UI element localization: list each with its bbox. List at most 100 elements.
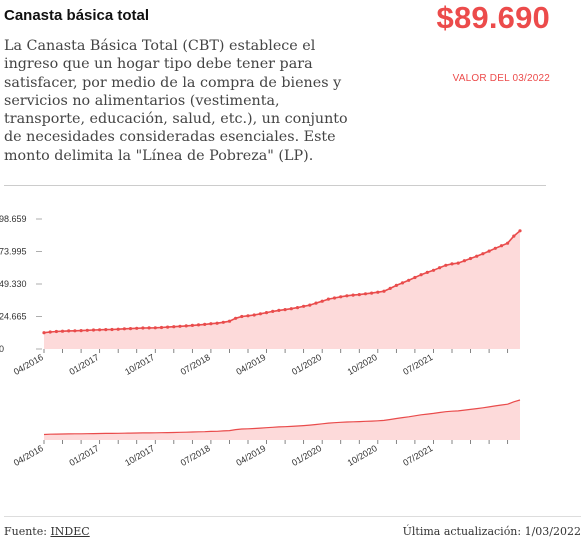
data-point[interactable]: [400, 281, 405, 285]
data-point[interactable]: [302, 304, 306, 308]
data-point[interactable]: [252, 313, 256, 317]
top-divider: [4, 185, 546, 186]
data-point[interactable]: [332, 296, 337, 300]
data-point[interactable]: [159, 325, 164, 330]
x-tick-label: 01/2020: [290, 352, 323, 377]
data-point[interactable]: [54, 329, 59, 334]
data-point[interactable]: [382, 289, 386, 293]
data-point[interactable]: [438, 266, 442, 270]
data-point[interactable]: [444, 263, 448, 267]
data-point[interactable]: [493, 246, 497, 250]
data-point[interactable]: [240, 314, 244, 319]
data-point[interactable]: [190, 323, 194, 327]
data-point[interactable]: [196, 323, 201, 327]
data-point[interactable]: [122, 327, 126, 331]
x-tick-label: 04/2016: [12, 352, 45, 377]
x-tick-label: 10/2017: [123, 352, 156, 377]
data-point[interactable]: [376, 290, 380, 294]
data-point[interactable]: [314, 301, 318, 305]
data-point[interactable]: [60, 329, 65, 333]
data-point[interactable]: [363, 292, 368, 296]
data-point[interactable]: [277, 308, 281, 312]
data-point[interactable]: [487, 249, 491, 253]
data-point[interactable]: [499, 244, 504, 248]
data-point[interactable]: [475, 254, 479, 258]
data-point[interactable]: [258, 312, 262, 316]
data-point[interactable]: [271, 309, 275, 313]
brush-chart-area[interactable]: 04/2016 01/2017 10/2017 07/2018 04/2019 01/20…: [12, 399, 521, 468]
data-point[interactable]: [357, 293, 361, 297]
data-point[interactable]: [227, 319, 232, 323]
brush-x-tick-label: 04/2016: [12, 443, 45, 468]
current-value: $89.690: [436, 0, 550, 35]
x-tick-label: 10/2020: [346, 352, 379, 377]
source-link[interactable]: INDEC: [50, 525, 90, 538]
data-point[interactable]: [289, 307, 293, 311]
data-point[interactable]: [407, 278, 411, 282]
data-point[interactable]: [234, 316, 238, 320]
data-point[interactable]: [67, 329, 71, 333]
data-point[interactable]: [110, 327, 114, 332]
data-point[interactable]: [481, 252, 485, 256]
brush-x-tick-label: 07/2018: [179, 443, 212, 468]
data-point[interactable]: [339, 295, 343, 299]
data-point[interactable]: [283, 308, 287, 312]
data-point[interactable]: [308, 303, 312, 307]
data-point[interactable]: [172, 325, 176, 329]
data-point[interactable]: [468, 256, 473, 261]
data-point[interactable]: [215, 321, 219, 325]
data-point[interactable]: [116, 327, 120, 331]
footer-divider: [4, 516, 581, 517]
data-point[interactable]: [264, 311, 269, 315]
data-point[interactable]: [153, 326, 157, 330]
data-point[interactable]: [326, 297, 330, 301]
data-point[interactable]: [178, 324, 182, 328]
data-point[interactable]: [141, 326, 145, 330]
data-point[interactable]: [246, 314, 250, 318]
value-date: VALOR DEL 03/2022: [452, 73, 550, 84]
data-point[interactable]: [351, 293, 355, 297]
y-tick-label: $98.659: [0, 214, 27, 224]
data-point[interactable]: [135, 326, 139, 330]
main-chart-area[interactable]: $0 $24.665 $49.330 $73.995 $98.659 04/2016 01/…: [0, 214, 522, 377]
data-point[interactable]: [506, 241, 510, 245]
data-point[interactable]: [462, 259, 466, 263]
data-point[interactable]: [345, 294, 349, 298]
data-point[interactable]: [456, 261, 460, 265]
brush-area-fill: [44, 400, 520, 440]
data-point[interactable]: [85, 328, 89, 332]
data-point[interactable]: [91, 328, 96, 332]
x-tick-label: 07/2018: [179, 352, 212, 377]
chart[interactable]: $0 $24.665 $49.330 $73.995 $98.659 04/2016 01/…: [0, 200, 585, 485]
data-point[interactable]: [221, 320, 225, 324]
y-tick-label: $49.330: [0, 279, 27, 289]
data-point[interactable]: [370, 291, 374, 295]
data-point[interactable]: [48, 330, 52, 334]
data-point[interactable]: [295, 306, 300, 310]
data-point[interactable]: [147, 326, 151, 330]
data-point[interactable]: [413, 275, 417, 280]
data-point[interactable]: [209, 322, 213, 326]
data-point[interactable]: [425, 270, 429, 274]
data-point[interactable]: [184, 324, 188, 328]
x-tick-label: 07/2021: [401, 352, 434, 377]
data-point[interactable]: [450, 262, 454, 266]
data-point[interactable]: [166, 325, 170, 329]
data-point[interactable]: [320, 299, 324, 303]
data-point[interactable]: [98, 328, 102, 332]
data-point[interactable]: [431, 268, 436, 272]
data-point[interactable]: [388, 286, 392, 290]
data-point[interactable]: [128, 327, 133, 331]
data-point[interactable]: [104, 328, 108, 332]
data-point[interactable]: [79, 329, 83, 333]
data-point[interactable]: [73, 329, 77, 333]
x-tick-label: 04/2019: [234, 352, 267, 377]
data-point[interactable]: [419, 273, 423, 277]
data-point[interactable]: [42, 331, 46, 335]
data-point[interactable]: [512, 234, 516, 238]
source-label: Fuente:: [4, 525, 51, 538]
data-point[interactable]: [518, 229, 522, 233]
data-point[interactable]: [394, 283, 398, 287]
data-point[interactable]: [203, 322, 207, 326]
chart-title: Canasta básica total: [4, 7, 150, 24]
